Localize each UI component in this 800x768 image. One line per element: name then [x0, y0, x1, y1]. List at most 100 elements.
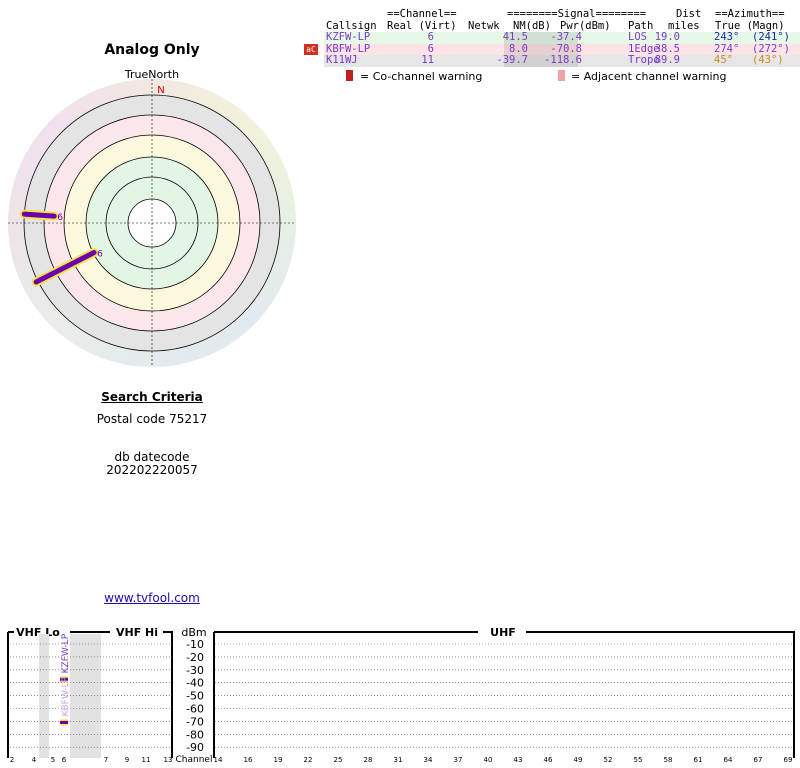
header-dist: Dist	[676, 8, 702, 20]
adjacent-channel-legend: = Adjacent channel warning	[571, 70, 727, 83]
header-channel: ==Channel==	[387, 8, 457, 20]
col-miles: miles	[668, 19, 700, 32]
co-channel-legend: = Co-channel warning	[360, 70, 483, 83]
uhf-tick-label: 58	[664, 756, 673, 764]
col-nm: NM(dB)	[513, 19, 551, 32]
uhf-tick-label: 61	[694, 756, 703, 764]
uhf-tick-label: 34	[424, 756, 433, 764]
cell-az-true: 45°	[714, 54, 733, 66]
vhf-hi-label: VHF Hi	[116, 626, 158, 639]
vhf-lo-label: VHF Lo	[16, 626, 60, 639]
col-pwr: Pwr(dBm)	[560, 19, 611, 32]
uhf-tick-label: 67	[754, 756, 763, 764]
y-tick-label: -30	[186, 664, 204, 677]
table-row: KZFW-LP 6 41.5 -37.4 LOS 19.0 243° (241°)	[324, 31, 800, 44]
cell-nm: 8.0	[509, 42, 528, 55]
col-path: Path	[628, 19, 654, 32]
header-signal: ========Signal========	[507, 8, 647, 20]
cell-path: Tropo	[628, 54, 660, 66]
uhf-tick-label: 37	[454, 756, 463, 764]
co-channel-swatch	[346, 70, 353, 81]
vhf-shade-b	[70, 634, 101, 758]
compass-n-label: N	[157, 85, 164, 96]
uhf-tick-label: 28	[364, 756, 373, 764]
radar-station-bar	[21, 211, 57, 219]
y-tick-label: -70	[186, 715, 204, 728]
y-tick-label: -50	[186, 690, 204, 703]
uhf-tick-label: 22	[304, 756, 313, 764]
uhf-tick-label: 52	[604, 756, 613, 764]
vhf-tick-label: 9	[125, 756, 129, 764]
uhf-tick-label: 19	[274, 756, 283, 764]
y-tick-label: -10	[186, 638, 204, 651]
uhf-tick-label: 14	[214, 756, 223, 764]
cell-channel: 6	[427, 42, 434, 55]
vhf-frame	[7, 631, 173, 758]
cell-az-true: 243°	[714, 31, 740, 43]
uhf-tick-label: 16	[244, 756, 253, 764]
cell-pwr: -70.8	[550, 42, 582, 55]
cell-callsign: K11WJ	[326, 54, 358, 66]
radar-station-label: 6	[97, 250, 103, 260]
postal-code: Postal code 75217	[96, 412, 208, 426]
uhf-tick-label: 46	[544, 756, 553, 764]
db-datecode-value: 202202220057	[106, 463, 198, 477]
cell-dist: 19.0	[654, 31, 680, 43]
uhf-label: UHF	[490, 626, 516, 639]
db-datecode-label: db datecode	[114, 450, 190, 464]
x-axis-label: Channel	[176, 755, 213, 765]
cell-az-magn: (43°)	[752, 54, 784, 66]
radar-plot: N 6 6	[8, 79, 296, 367]
uhf-tick-label: 25	[334, 756, 343, 764]
vhf-tick-label: 6	[62, 756, 67, 764]
header-azimuth: ==Azimuth==	[715, 8, 785, 20]
spectrum-station-label: KZFW-LP	[61, 633, 71, 673]
cell-az-true: 274°	[714, 42, 740, 55]
vhf-tick-label: 7	[104, 756, 108, 764]
cell-az-magn: (272°)	[752, 42, 790, 55]
vhf-tick-label: 13	[164, 756, 173, 764]
uhf-tick-label: 31	[394, 756, 403, 764]
cell-az-magn: (241°)	[752, 31, 790, 43]
cell-channel: 6	[427, 31, 434, 43]
y-axis-label: dBm	[181, 626, 206, 639]
vhf-shade-a	[39, 634, 49, 758]
spectrum-chart: VHF Lo VHF Hi UHFdBm-10-20-30-40-50-60-70-…	[7, 626, 795, 765]
radar-station-bar	[33, 250, 97, 285]
cell-callsign: KZFW-LP	[326, 31, 371, 43]
vhf-tick-label: 11	[142, 756, 151, 764]
y-tick-label: -90	[186, 741, 204, 754]
uhf-tick-label: 64	[724, 756, 733, 764]
cell-path: 1Edge	[628, 42, 660, 55]
north-label: TrueNorth	[124, 68, 180, 81]
uhf-tick-label: 43	[514, 756, 523, 764]
y-tick-label: -80	[186, 728, 204, 741]
cell-dist: 89.9	[654, 54, 680, 66]
cell-callsign: KBFW-LP	[326, 42, 371, 55]
cell-pwr: -37.4	[550, 31, 582, 43]
cell-path: LOS	[628, 31, 647, 43]
cell-pwr: -118.6	[544, 54, 582, 66]
table-row: KBFW-LP 6 8.0 -70.8 1Edge 38.5 274° (272°) aC	[304, 42, 800, 55]
co-channel-warning-badge: aC	[304, 43, 318, 55]
vhf-tick-label: 4	[32, 756, 37, 764]
page-title: Analog Only	[104, 42, 200, 58]
cell-nm: -39.7	[496, 54, 528, 66]
cell-dist: 38.5	[654, 42, 680, 55]
tvfool-link[interactable]: www.tvfool.com	[104, 591, 200, 605]
cell-nm: 41.5	[502, 31, 528, 43]
uhf-tick-label: 55	[634, 756, 643, 764]
y-tick-label: -40	[186, 677, 204, 690]
col-real-virt: Real (Virt)	[387, 19, 457, 32]
radar-station-label: 6	[57, 213, 63, 223]
radar-rings	[8, 79, 296, 367]
search-criteria-title: Search Criteria	[101, 390, 203, 404]
y-tick-label: -60	[186, 703, 204, 716]
col-netwk: Netwk	[468, 19, 500, 32]
uhf-tick-label: 49	[574, 756, 583, 764]
vhf-tick-label: 5	[51, 756, 55, 764]
spectrum-station-label: KBFW-LP	[61, 676, 71, 716]
table-row: K11WJ 11 -39.7 -118.6 Tropo 89.9 45° (43°)	[324, 54, 800, 67]
y-tick-label: -20	[186, 651, 204, 664]
vhf-tick-label: 2	[10, 756, 14, 764]
